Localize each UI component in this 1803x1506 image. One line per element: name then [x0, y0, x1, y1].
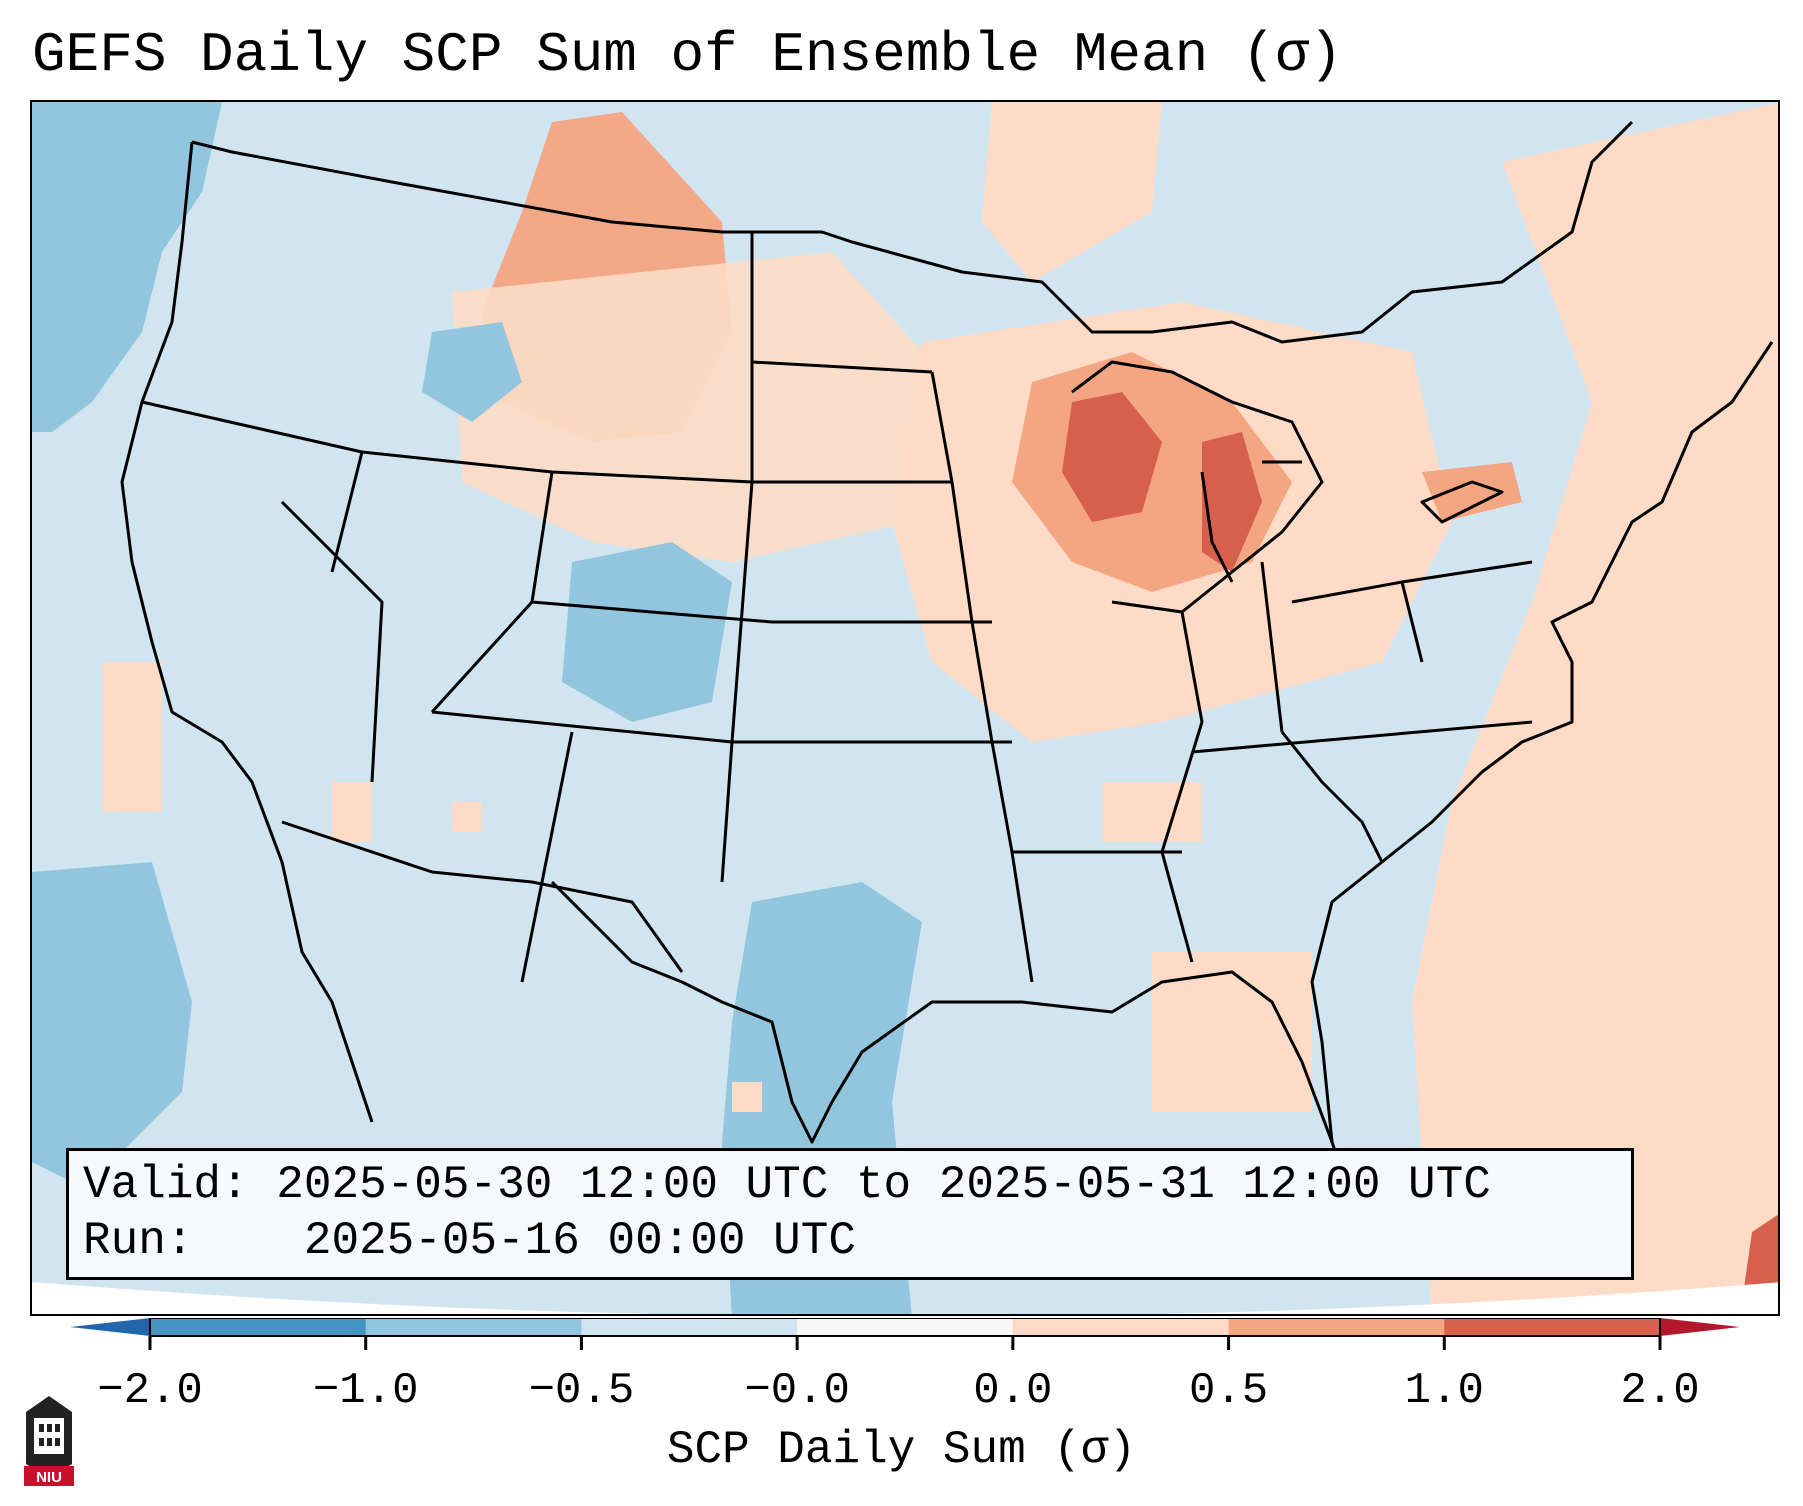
map-title: GEFS Daily SCP Sum of Ensemble Mean (σ): [32, 23, 1343, 87]
run-label: Run:: [83, 1215, 194, 1267]
field-atlantic-strong-positive: [1742, 1214, 1778, 1302]
field-idaho-negative: [422, 322, 522, 422]
mexico-border: [281, 820, 684, 973]
field-atlantic-positive: [1412, 102, 1778, 1314]
colorbar-segment: [797, 1318, 1014, 1336]
colorbar-tick-label: −0.5: [528, 1366, 635, 1416]
logo-banner: [24, 1466, 74, 1486]
colorbar-segments: [150, 1318, 1661, 1336]
state-lines-west: [141, 400, 1012, 983]
colorbar-outline: [149, 1318, 1661, 1337]
field-michigan-strong-positive: [1202, 432, 1262, 572]
colorbar: [70, 1318, 1740, 1350]
colorbar-tick-label: 1.0: [1404, 1366, 1484, 1416]
colorbar-ticks: [148, 1336, 1662, 1350]
valid-value: 2025-05-30 12:00 UTC to 2025-05-31 12:00…: [276, 1159, 1491, 1211]
field-lake-ontario-positive: [1422, 462, 1522, 522]
validity-info-box: Valid: 2025-05-30 12:00 UTC to 2025-05-3…: [66, 1148, 1634, 1280]
colorbar-segment: [1444, 1318, 1661, 1336]
map-panel[interactable]: [30, 100, 1780, 1316]
field-wisconsin-strong-positive: [1062, 392, 1162, 522]
colorbar-segment: [581, 1318, 798, 1336]
pacific-coast: [120, 141, 374, 1123]
colorbar-segment: [1228, 1318, 1445, 1336]
colorbar-tick-label: −2.0: [97, 1366, 203, 1416]
atlantic-coast: [1310, 341, 1774, 1143]
colorbar-segment: [365, 1318, 582, 1336]
colorbar-tick-label: 0.0: [973, 1366, 1053, 1416]
great-lakes: [1071, 360, 1504, 583]
niu-logo: NIU: [24, 1396, 74, 1486]
colorbar-tick-label: −1.0: [312, 1366, 419, 1416]
colorbar-tick-label: −0.0: [744, 1366, 850, 1416]
colorbar-extend-low: [70, 1318, 150, 1336]
logo-building: [34, 1418, 64, 1454]
us-canada-border: [191, 120, 1634, 344]
run-value: 2025-05-16 00:00 UTC: [303, 1215, 856, 1267]
logo-windows: [39, 1424, 60, 1446]
valid-label: Valid:: [83, 1159, 249, 1211]
colorbar-title: SCP Daily Sum (σ): [666, 1424, 1137, 1476]
projection-edge: [32, 1282, 1778, 1314]
colorbar-tick-label: 2.0: [1620, 1366, 1700, 1416]
field-pacific-nw-negative: [32, 102, 222, 432]
logo-text: NIU: [36, 1469, 62, 1486]
map-canvas: [32, 102, 1778, 1314]
colorbar-tick-label: 0.5: [1188, 1366, 1269, 1416]
field-pacific-sw-negative: [32, 862, 192, 1182]
state-lines-central: [750, 232, 1533, 983]
field-hudson-positive: [982, 102, 1162, 282]
gulf-coast: [550, 880, 1354, 1203]
colorbar-segment: [150, 1318, 367, 1336]
colorbar-segment: [1012, 1318, 1230, 1336]
boundaries: [120, 120, 1774, 1203]
field-colorado-negative: [562, 542, 732, 722]
field-plains-light-positive: [452, 252, 932, 562]
colorbar-extend-high: [1660, 1318, 1740, 1336]
